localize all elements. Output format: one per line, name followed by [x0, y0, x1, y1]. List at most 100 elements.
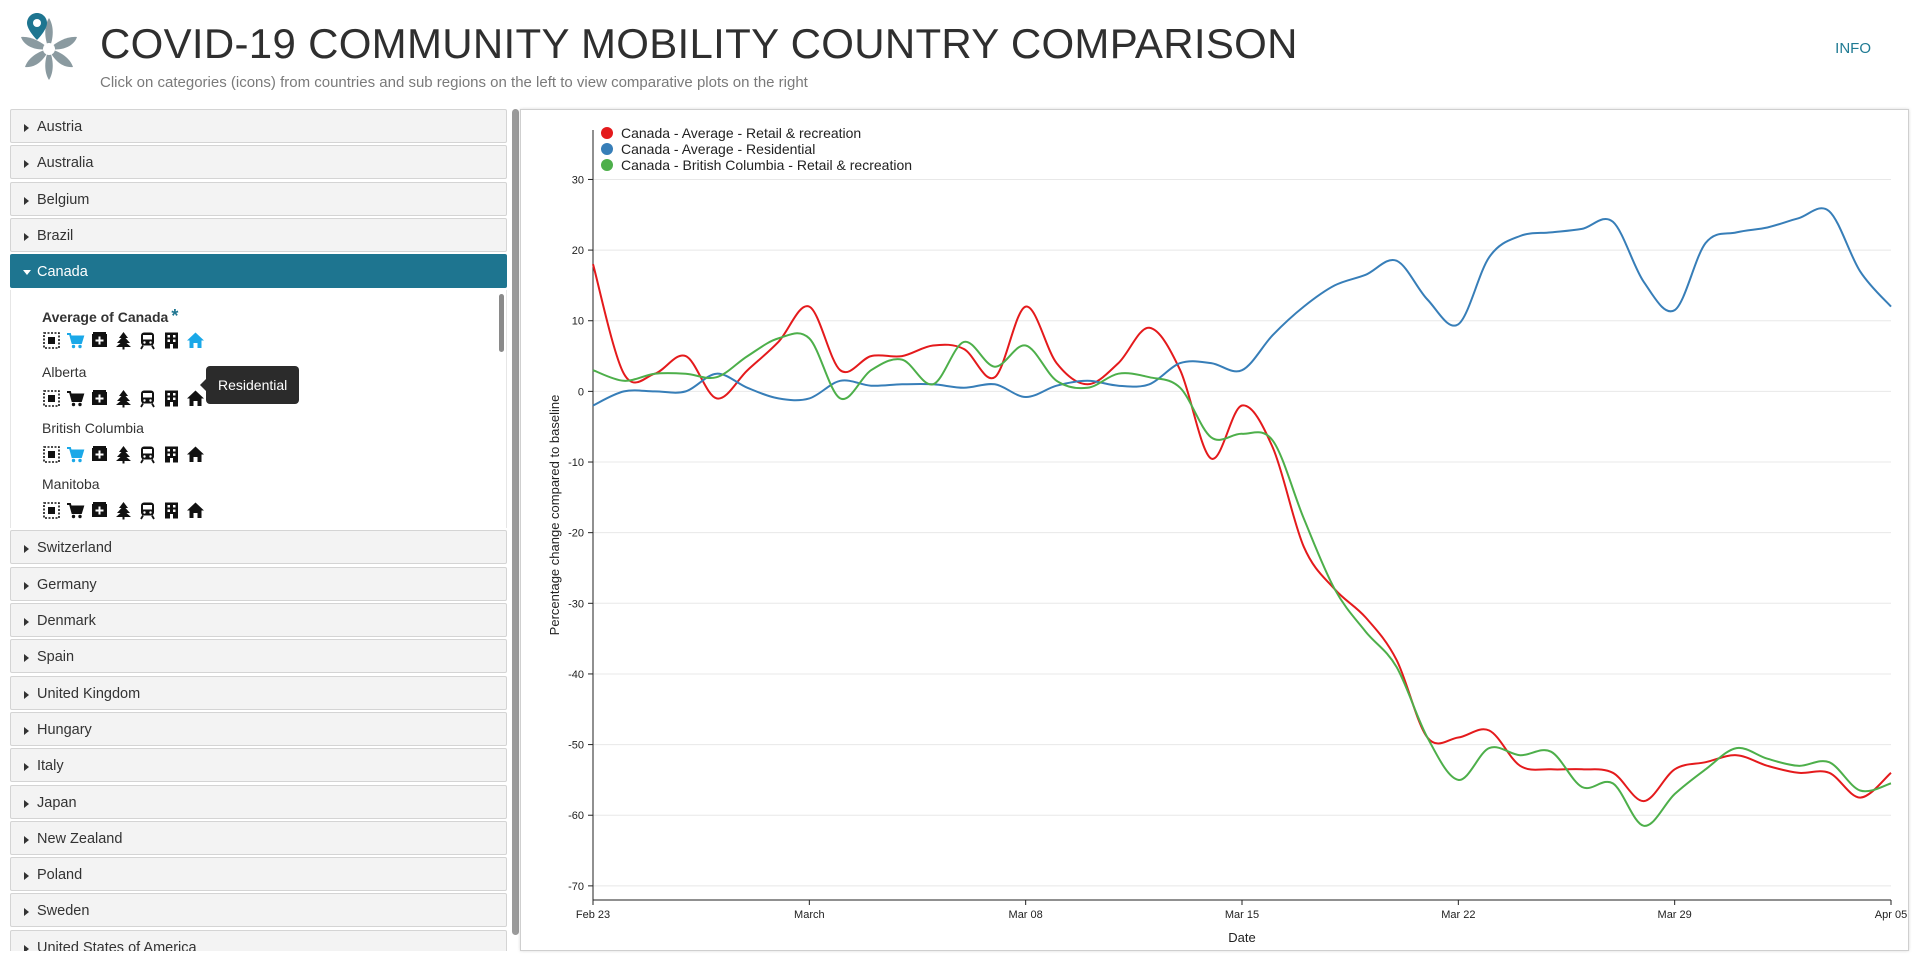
page-title: COVID-19 COMMUNITY MOBILITY COUNTRY COMP…	[100, 20, 1298, 67]
all-categories-icon[interactable]	[42, 389, 61, 408]
legend-entry: Canada - British Columbia - Retail & rec…	[621, 157, 912, 173]
caret-right-icon	[24, 908, 29, 917]
category-icon-row	[42, 500, 205, 520]
y-tick-label: -40	[568, 669, 584, 681]
country-label: Denmark	[37, 613, 96, 630]
country-accordion-item[interactable]: Japan	[10, 784, 507, 819]
country-label: Switzerland	[37, 540, 112, 557]
country-accordion-item[interactable]: Switzerland	[10, 530, 507, 565]
region-item: Manitoba	[42, 476, 205, 520]
transit-train-icon[interactable]	[138, 501, 157, 520]
caret-right-icon	[24, 545, 29, 554]
y-axis-label: Percentage change compared to baseline	[547, 395, 562, 636]
country-accordion-item[interactable]: Brazil	[10, 217, 507, 252]
region-item: Average of Canada *	[42, 306, 205, 350]
transit-train-icon[interactable]	[138, 389, 157, 408]
country-accordion-open[interactable]: Canada	[10, 254, 507, 289]
home-icon[interactable]	[186, 501, 205, 520]
series-line	[592, 332, 1892, 827]
y-tick-label: -70	[568, 881, 584, 893]
country-label: Hungary	[37, 721, 92, 738]
x-tick-label: Feb 23	[576, 909, 610, 921]
x-tick-label: Mar 15	[1225, 909, 1259, 921]
country-accordion-item[interactable]: Germany	[10, 566, 507, 601]
country-accordion-item[interactable]: Italy	[10, 748, 507, 783]
workplace-building-icon[interactable]	[162, 331, 181, 350]
park-tree-icon[interactable]	[114, 501, 133, 520]
region-panel-scrollbar[interactable]	[499, 294, 504, 353]
park-tree-icon[interactable]	[114, 445, 133, 464]
workplace-building-icon[interactable]	[162, 389, 181, 408]
app-logo-icon	[21, 13, 77, 80]
country-accordion-item[interactable]: United States of America	[10, 929, 507, 951]
country-accordion-item[interactable]: New Zealand	[10, 820, 507, 855]
country-label: United Kingdom	[37, 685, 141, 702]
country-label: Spain	[37, 649, 75, 666]
country-label: United States of America	[37, 939, 197, 951]
park-tree-icon[interactable]	[114, 389, 133, 408]
country-sidebar: Austria Australia Belgium Brazil Canada Avera…	[10, 109, 510, 951]
x-tick-label: Mar 22	[1441, 909, 1475, 921]
y-tick-label: -20	[568, 528, 584, 540]
country-accordion-item[interactable]: Austria	[10, 109, 507, 143]
comparison-chart: 30 20 10 0 -10 -20 -30 -40 -50 -60 -70 Feb 23 March M…	[520, 109, 1909, 951]
caret-right-icon	[24, 654, 29, 663]
info-link[interactable]: INFO	[1835, 40, 1871, 57]
shopping-cart-icon[interactable]	[66, 331, 85, 350]
caret-down-icon	[23, 270, 31, 276]
home-icon[interactable]	[186, 445, 205, 464]
region-name: Manitoba	[42, 476, 100, 493]
mobility-line-chart: 30 20 10 0 -10 -20 -30 -40 -50 -60 -70 Feb 23 March M…	[547, 125, 1907, 945]
shopping-cart-icon[interactable]	[66, 445, 85, 464]
home-icon[interactable]	[186, 331, 205, 350]
country-accordion-item[interactable]: Australia	[10, 145, 507, 180]
y-tick-label: -10	[568, 457, 584, 469]
y-tick-label: 30	[572, 174, 584, 186]
caret-right-icon	[24, 160, 29, 169]
transit-train-icon[interactable]	[138, 445, 157, 464]
country-accordion-item[interactable]: Spain	[10, 639, 507, 674]
country-accordion-item[interactable]: Hungary	[10, 711, 507, 746]
selected-marker: *	[171, 306, 179, 327]
region-panel: Average of Canada * Alberta British Columbi…	[10, 290, 507, 529]
y-tick-label: -30	[568, 598, 584, 610]
country-accordion-item[interactable]: Denmark	[10, 603, 507, 638]
caret-right-icon	[24, 799, 29, 808]
country-label: Austria	[37, 119, 83, 135]
country-accordion-item[interactable]: Sweden	[10, 893, 507, 928]
park-tree-icon[interactable]	[114, 331, 133, 350]
country-accordion-item[interactable]: United Kingdom	[10, 675, 507, 710]
country-label: Italy	[37, 758, 64, 775]
sidebar-scrollbar-thumb[interactable]	[512, 109, 519, 935]
sidebar-scrollbar[interactable]	[512, 109, 519, 935]
caret-right-icon	[24, 726, 29, 735]
workplace-building-icon[interactable]	[162, 501, 181, 520]
transit-train-icon[interactable]	[138, 331, 157, 350]
caret-right-icon	[24, 618, 29, 627]
country-accordion-item[interactable]: Belgium	[10, 181, 507, 216]
region-item: British Columbia	[42, 420, 205, 464]
caret-right-icon	[24, 581, 29, 590]
pharmacy-icon[interactable]	[90, 445, 109, 464]
category-icon-row	[42, 388, 205, 408]
pharmacy-icon[interactable]	[90, 389, 109, 408]
home-icon[interactable]	[186, 389, 205, 408]
workplace-building-icon[interactable]	[162, 445, 181, 464]
legend-marker	[601, 159, 613, 171]
shopping-cart-icon[interactable]	[66, 501, 85, 520]
country-label: Sweden	[37, 903, 90, 920]
shopping-cart-icon[interactable]	[66, 389, 85, 408]
all-categories-icon[interactable]	[42, 331, 61, 350]
country-accordion-item[interactable]: Poland	[10, 857, 507, 892]
country-label: Poland	[37, 867, 83, 884]
category-tooltip: Residential	[199, 366, 300, 404]
all-categories-icon[interactable]	[42, 501, 61, 520]
pharmacy-icon[interactable]	[90, 331, 109, 350]
y-tick-label: -50	[568, 740, 584, 752]
caret-right-icon	[24, 872, 29, 881]
caret-right-icon	[24, 124, 29, 132]
all-categories-icon[interactable]	[42, 445, 61, 464]
legend-marker	[601, 127, 613, 139]
x-tick-label: Mar 08	[1009, 909, 1043, 921]
pharmacy-icon[interactable]	[90, 501, 109, 520]
